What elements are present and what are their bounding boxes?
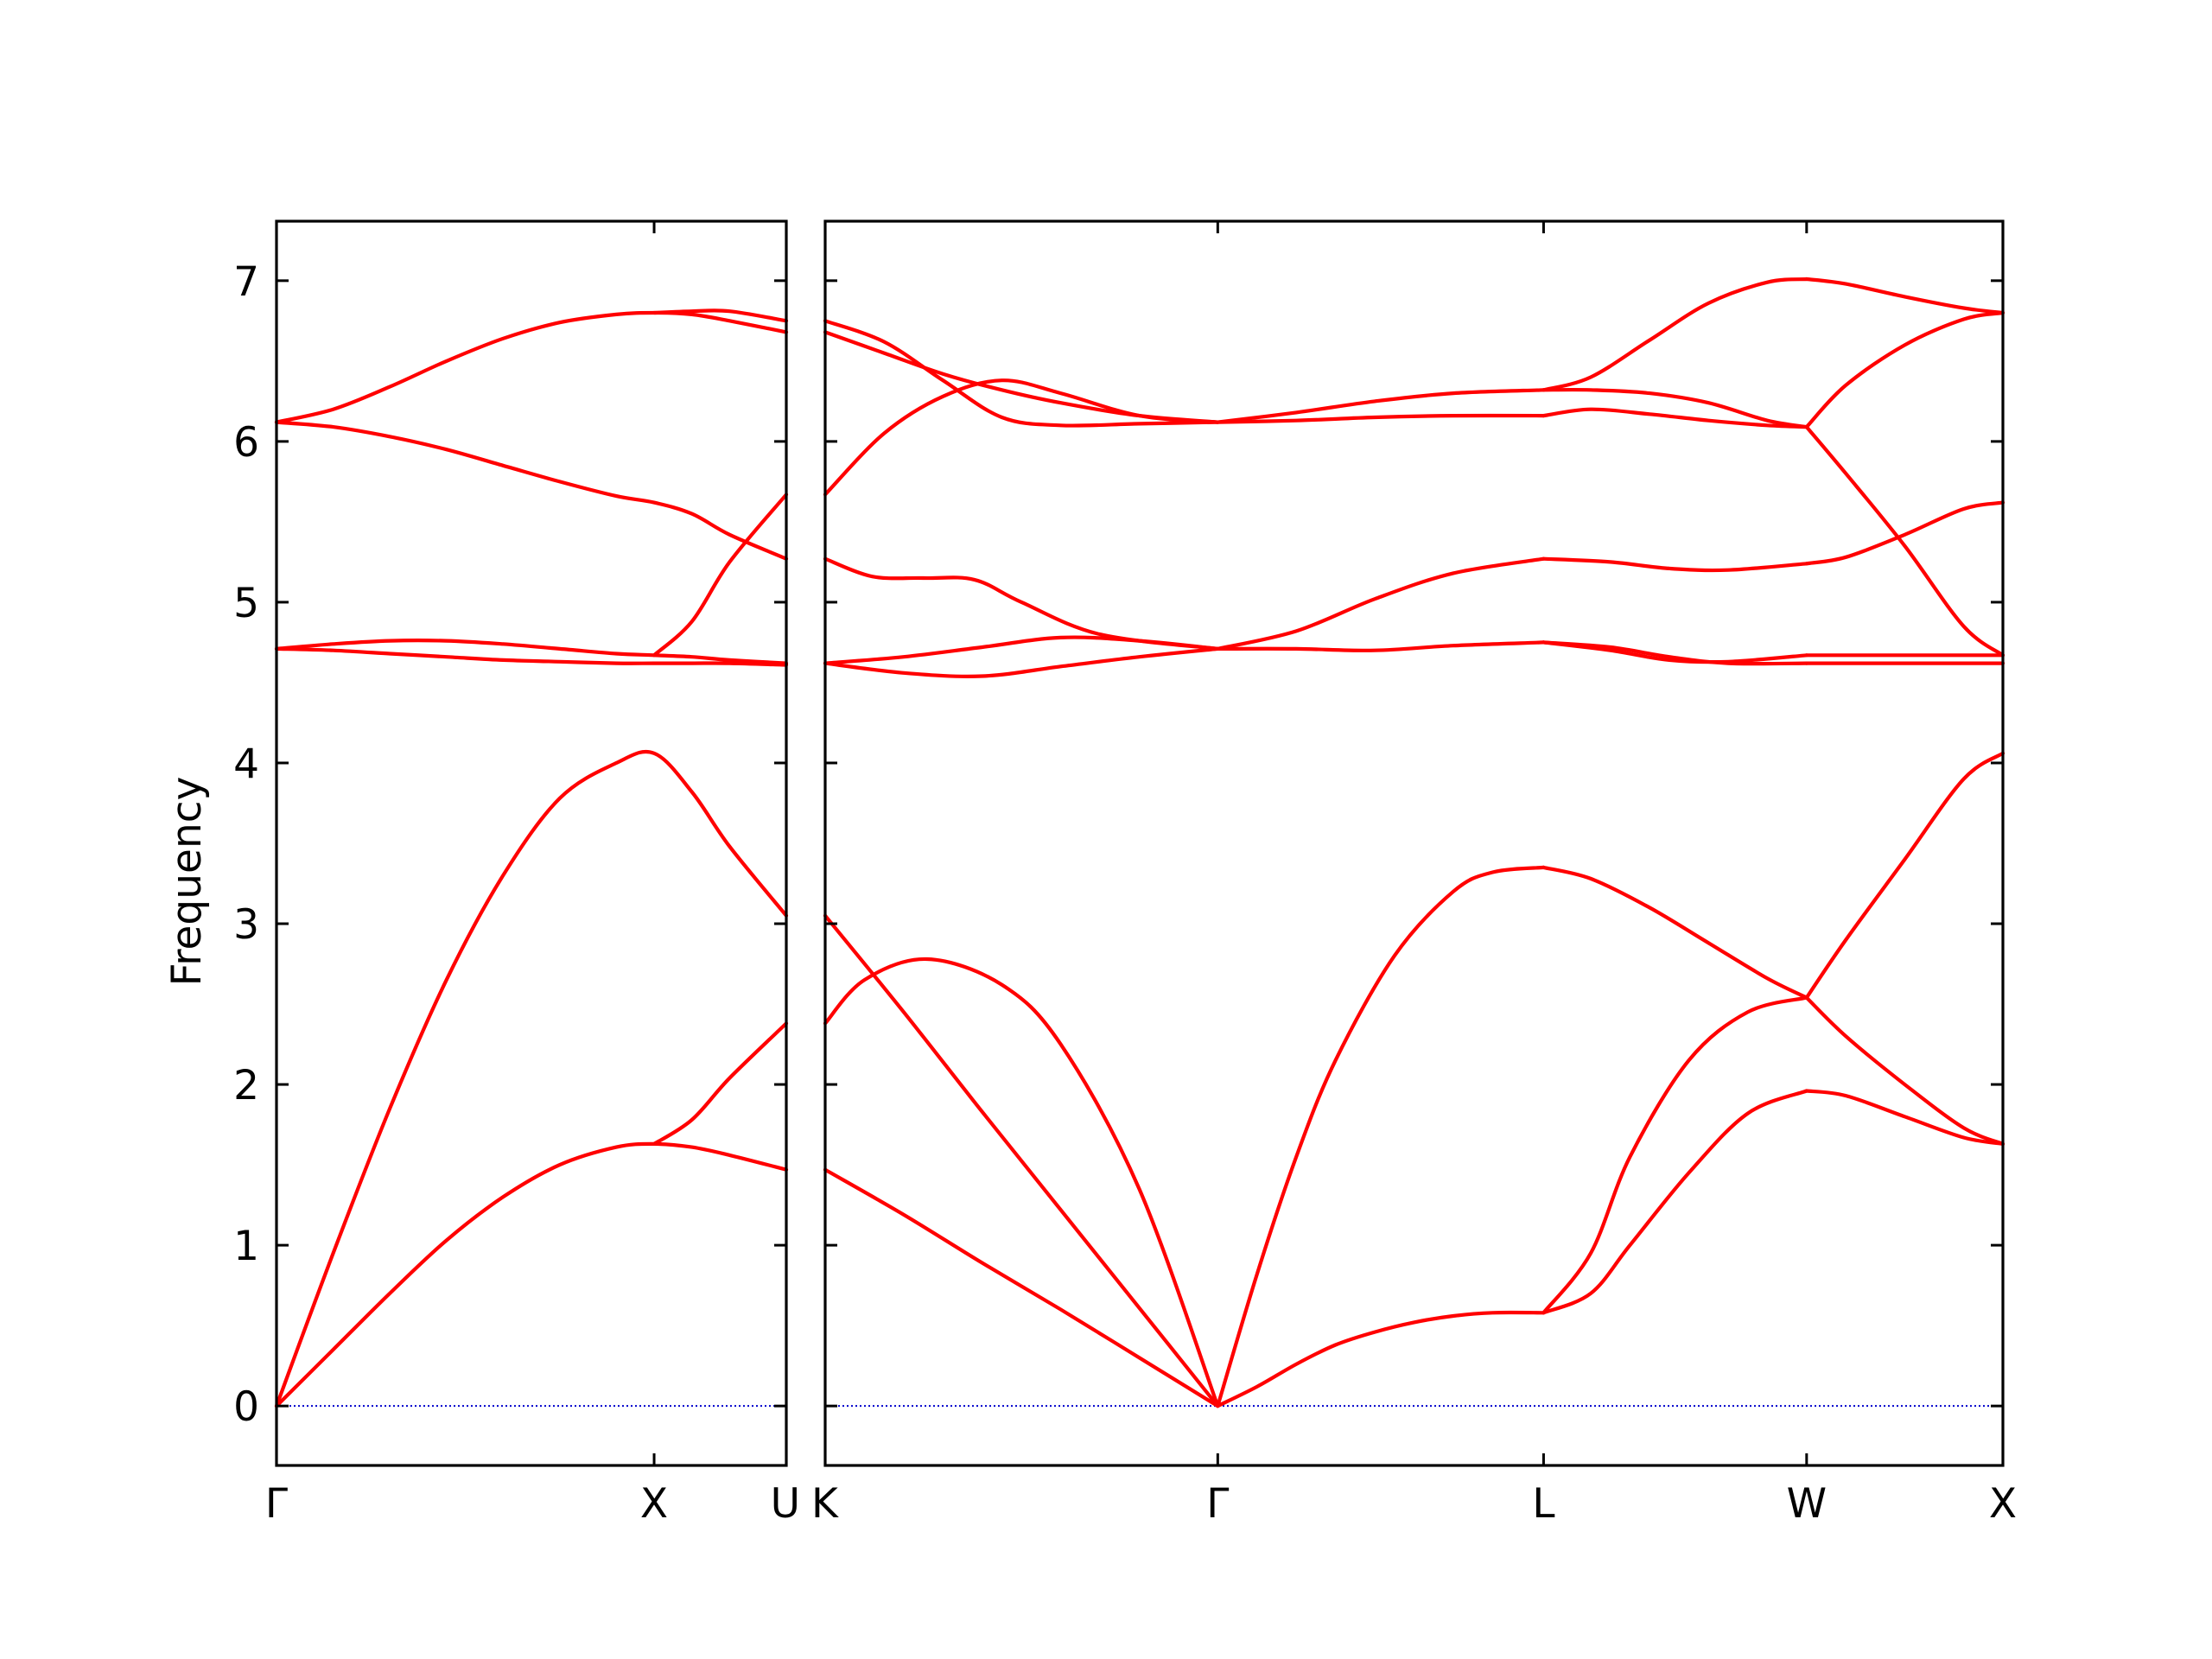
band-line-left-1: [274, 1141, 789, 1408]
band-line-left-9: [652, 308, 789, 323]
x-tick-label: L: [1532, 1480, 1554, 1528]
band-line-right-32: [1804, 310, 2005, 429]
x-tick-label: X: [1989, 1480, 2017, 1528]
band-line-right-1: [823, 1167, 1220, 1408]
band-line-right-13: [1216, 556, 1546, 651]
y-axis-label: Frequency: [163, 777, 211, 987]
band-line-left-6: [274, 310, 789, 424]
band-line-right-15: [1216, 388, 1546, 424]
band-line-left-7: [652, 1021, 789, 1146]
y-tick-label: 7: [233, 258, 259, 306]
band-line-right-27: [1804, 751, 2005, 1000]
axes-frame: [823, 219, 2005, 1467]
band-line-right-3: [823, 957, 1220, 1408]
panel-left: 0 1 2 3 4 5 6 7 Γ X U: [233, 219, 800, 1528]
x-tick-label: Γ: [265, 1480, 288, 1528]
x-tick-label: W: [1787, 1480, 1827, 1528]
band-line-right-4: [823, 646, 1220, 678]
band-line-right-8: [823, 319, 1220, 428]
band-line-left-2: [274, 749, 789, 1408]
band-line-left-8: [652, 493, 789, 658]
band-line-right-19: [1541, 640, 1808, 666]
band-line-right-20: [1541, 640, 1808, 664]
band-line-right-9: [823, 330, 1220, 424]
band-line-right-6: [823, 556, 1220, 651]
x-tick-label: U: [771, 1480, 800, 1528]
band-line-right-33: [1804, 276, 2005, 315]
band-line-right-12: [1216, 640, 1546, 652]
x-tick-label: K: [811, 1480, 839, 1528]
band-line-right-31: [1804, 425, 2005, 658]
y-tick-label: 3: [233, 901, 259, 949]
band-line-right-18: [1541, 865, 1808, 1000]
band-line-right-24: [1541, 276, 1808, 392]
band-line-right-17: [1541, 995, 1808, 1315]
band-line-right-21: [1541, 556, 1808, 573]
band-line-right-30: [1804, 500, 2005, 566]
band-line-right-11: [1216, 865, 1546, 1408]
band-line-left-5: [274, 420, 789, 561]
y-tick-label: 0: [233, 1383, 259, 1431]
axes-frame: [275, 219, 788, 1467]
x-tick-label: X: [640, 1480, 668, 1528]
band-line-right-2: [823, 913, 1220, 1408]
band-line-left-3: [274, 646, 789, 667]
band-line-right-10: [1216, 1310, 1546, 1408]
band-line-right-7: [823, 378, 1220, 497]
x-tick-label: Γ: [1206, 1480, 1229, 1528]
band-line-right-22: [1541, 407, 1808, 429]
band-line-right-25: [1804, 1089, 2005, 1146]
band-line-right-16: [1541, 1089, 1808, 1315]
band-line-right-26: [1804, 995, 2005, 1146]
band-line-right-23: [1541, 387, 1808, 429]
y-tick-label: 6: [233, 419, 259, 467]
y-tick-label: 1: [233, 1223, 259, 1270]
band-line-right-14: [1216, 413, 1546, 424]
y-tick-label: 5: [233, 580, 259, 627]
y-tick-label: 2: [233, 1062, 259, 1109]
band-line-left-4: [274, 639, 789, 665]
y-tick-label: 4: [233, 741, 259, 788]
